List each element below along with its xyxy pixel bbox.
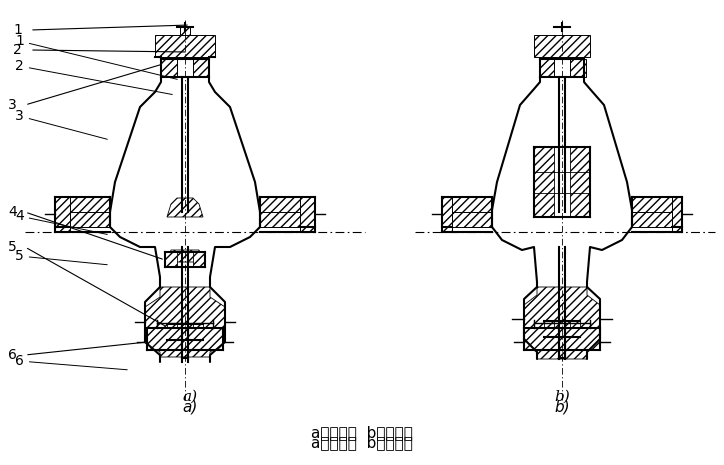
Text: 6: 6 — [15, 354, 127, 370]
Text: 3: 3 — [8, 98, 17, 112]
Polygon shape — [534, 147, 554, 217]
Polygon shape — [161, 59, 177, 77]
Polygon shape — [570, 147, 590, 217]
Polygon shape — [632, 197, 682, 212]
Polygon shape — [167, 198, 203, 217]
Polygon shape — [442, 197, 452, 232]
Polygon shape — [165, 252, 177, 267]
Polygon shape — [55, 197, 110, 212]
Polygon shape — [452, 212, 492, 227]
Polygon shape — [524, 287, 600, 359]
Polygon shape — [570, 321, 580, 337]
Text: a）合流阀  b）分流阀: a）合流阀 b）分流阀 — [311, 435, 413, 450]
Text: a): a) — [182, 390, 198, 404]
Text: 4: 4 — [8, 205, 17, 219]
Text: 4: 4 — [15, 209, 107, 234]
Polygon shape — [672, 197, 682, 232]
Polygon shape — [193, 252, 205, 267]
Polygon shape — [442, 197, 492, 212]
Polygon shape — [260, 212, 300, 227]
Polygon shape — [300, 197, 315, 232]
Polygon shape — [260, 197, 315, 212]
Text: a）合流阀  b）分流阀: a）合流阀 b）分流阀 — [311, 425, 413, 440]
Text: b): b) — [554, 400, 570, 415]
Polygon shape — [167, 250, 203, 262]
Text: 2: 2 — [15, 59, 172, 94]
Polygon shape — [570, 59, 586, 77]
Text: 1: 1 — [13, 23, 22, 37]
Text: 5: 5 — [8, 240, 17, 254]
Polygon shape — [193, 59, 209, 77]
Text: 3: 3 — [15, 109, 107, 140]
Polygon shape — [544, 321, 554, 337]
Text: b): b) — [554, 390, 570, 404]
Text: 5: 5 — [15, 249, 107, 265]
Polygon shape — [55, 197, 70, 232]
Text: a): a) — [182, 400, 198, 415]
Polygon shape — [540, 59, 554, 77]
Polygon shape — [524, 328, 600, 350]
Polygon shape — [632, 212, 672, 227]
Polygon shape — [180, 27, 190, 35]
Polygon shape — [193, 324, 203, 340]
Polygon shape — [145, 287, 225, 357]
Text: 6: 6 — [8, 348, 17, 362]
Polygon shape — [167, 324, 177, 340]
Polygon shape — [534, 35, 590, 57]
Text: 1: 1 — [15, 34, 177, 80]
Text: 2: 2 — [13, 43, 22, 57]
Polygon shape — [147, 328, 223, 350]
Polygon shape — [155, 35, 215, 57]
Polygon shape — [70, 212, 110, 227]
